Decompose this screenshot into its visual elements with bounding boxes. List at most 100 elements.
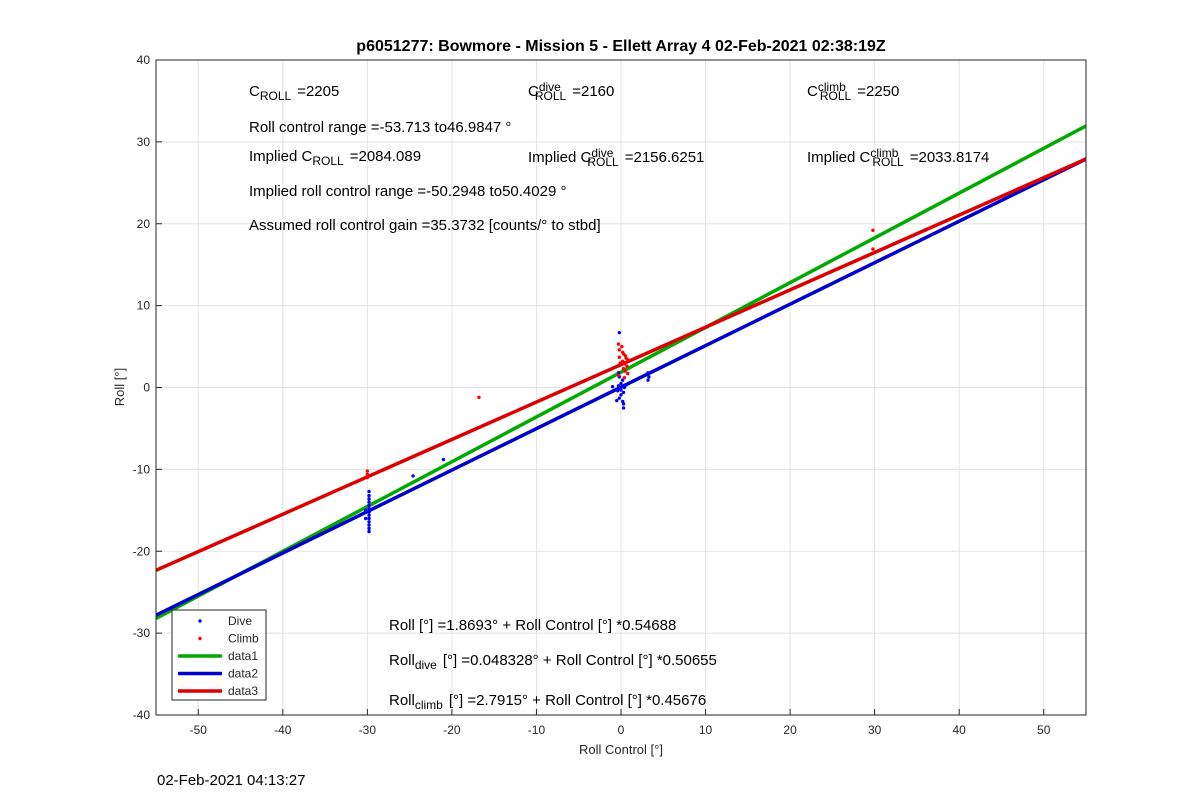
data1-fit-line [156, 124, 1086, 621]
plot-frame [155, 59, 1087, 716]
dive-point [367, 500, 371, 504]
dive-point [367, 526, 371, 531]
y-tick-label: -30 [133, 626, 151, 640]
annotation-6: Implied Cclimb ROLL =2033.8174 [807, 146, 989, 170]
legend-marker-dive [198, 619, 202, 623]
legend-label-climb: Climb [228, 632, 259, 646]
annotation-0: CROLL =2205 [249, 83, 339, 103]
data2-fit-line [156, 157, 1086, 617]
climb-point [623, 369, 627, 373]
legend: Dive Climb data1 data2 data3 [171, 609, 267, 701]
dive-point [367, 510, 371, 514]
dive-point [367, 506, 371, 511]
dive-point [367, 523, 371, 527]
annotation-9: Roll [°] =1.8693° + Roll Control [°] *0.… [389, 617, 676, 634]
dive-point [367, 489, 371, 494]
dive-point [647, 375, 651, 379]
dive-point [616, 384, 621, 388]
y-tick-label: 30 [137, 135, 151, 149]
climb-point [365, 469, 370, 473]
x-tick-label: -40 [274, 723, 292, 737]
y-tick-label: -20 [133, 544, 151, 558]
dive-point [615, 398, 619, 403]
legend-label-data2: data2 [228, 667, 258, 681]
climb-point [871, 228, 875, 232]
y-axis-label: Roll [°] [112, 368, 127, 406]
dive-point [363, 508, 368, 513]
y-tick-label: 40 [137, 53, 151, 67]
y-tick-label: -40 [133, 708, 151, 722]
climb-point [622, 362, 627, 366]
dive-point [617, 396, 622, 400]
dive-point [621, 390, 626, 395]
dive-point [367, 516, 371, 521]
x-tick-label: 40 [953, 723, 967, 737]
climb-point [622, 375, 627, 380]
dive-point [619, 388, 623, 392]
annotation-7: Implied roll control range =-50.2948 to5… [249, 183, 566, 200]
dive-point [646, 371, 650, 375]
annotation-8: Assumed roll control gain =35.3732 [coun… [249, 217, 601, 234]
y-tick-label: -10 [133, 462, 151, 476]
climb-point [620, 359, 625, 363]
annotation-1: Cdive ROLL =2160 [528, 80, 614, 104]
dive-point [619, 381, 623, 386]
x-tick-label: -10 [528, 723, 546, 737]
dive-point [616, 371, 621, 375]
chart-title: p6051277: Bowmore - Mission 5 - Ellett A… [356, 38, 886, 55]
dive-point [615, 389, 620, 393]
dive-point [622, 385, 627, 390]
dive-point [367, 503, 371, 508]
x-axis-label: Roll Control [°] [579, 742, 663, 757]
climb-point [626, 371, 630, 376]
climb-point [365, 475, 370, 480]
dive-point [367, 529, 371, 534]
annotation-10: Rolldive [°] =0.048328° + Roll Control [°… [389, 652, 717, 672]
climb-point [871, 247, 875, 251]
climb-point [625, 364, 629, 368]
dive-point [621, 406, 626, 410]
y-tick-label: 10 [137, 299, 151, 313]
data3-fit-line [156, 157, 1086, 572]
climb-point [616, 342, 621, 346]
dive-point [367, 497, 371, 501]
annotation-4: Implied CROLL =2084.089 [249, 148, 421, 168]
climb-point [618, 361, 622, 365]
dive-point [610, 384, 615, 389]
climb-point [477, 395, 481, 400]
annotation-5: Implied Cdive ROLL =2156.6251 [528, 146, 704, 170]
dive-point [619, 393, 623, 397]
tick-labels: -50 -40 -30 -20 -10 0 10 20 30 40 50 -40 -30 -20 -10 0 1… [133, 53, 1051, 737]
roll-vs-roll-control-chart: -50 -40 -30 -20 -10 0 10 20 30 40 50 -40 -30 -20 -10 0 1… [112, 38, 1087, 757]
dive-point [363, 516, 368, 521]
legend-label-data1: data1 [228, 649, 258, 663]
climb-point [617, 348, 622, 352]
dive-point [367, 513, 371, 517]
legend-label-dive: Dive [228, 614, 252, 628]
annotation-2: Cclimb ROLL =2250 [807, 80, 899, 104]
x-tick-label: 10 [699, 723, 713, 737]
annotation-11: Rollclimb [°] =2.7915° + Roll Control [°]… [389, 692, 706, 712]
climb-point [365, 472, 370, 476]
x-tick-label: 0 [618, 723, 625, 737]
x-tick-label: -30 [359, 723, 377, 737]
dive-point [367, 493, 371, 498]
x-tick-label: -20 [443, 723, 461, 737]
climb-point [620, 344, 624, 349]
x-tick-label: 50 [1037, 723, 1051, 737]
climb-point [616, 373, 621, 377]
annotations: CROLL =2205 Cdive ROLL =2160 Cclimb ROLL =2250 R… [249, 80, 989, 713]
climb-point [626, 357, 630, 362]
dive-point [620, 378, 625, 382]
dive-point [411, 474, 415, 478]
print-timestamp: 02-Feb-2021 04:13:27 [157, 772, 306, 789]
dive-point [441, 457, 446, 462]
climb-point [621, 366, 626, 371]
y-tick-label: 20 [137, 217, 151, 231]
dive-point [621, 402, 626, 406]
dive-point [624, 383, 628, 387]
legend-marker-climb [198, 636, 202, 641]
dive-point [646, 378, 650, 382]
x-tick-label: -50 [190, 723, 208, 737]
data-series [156, 124, 1086, 621]
